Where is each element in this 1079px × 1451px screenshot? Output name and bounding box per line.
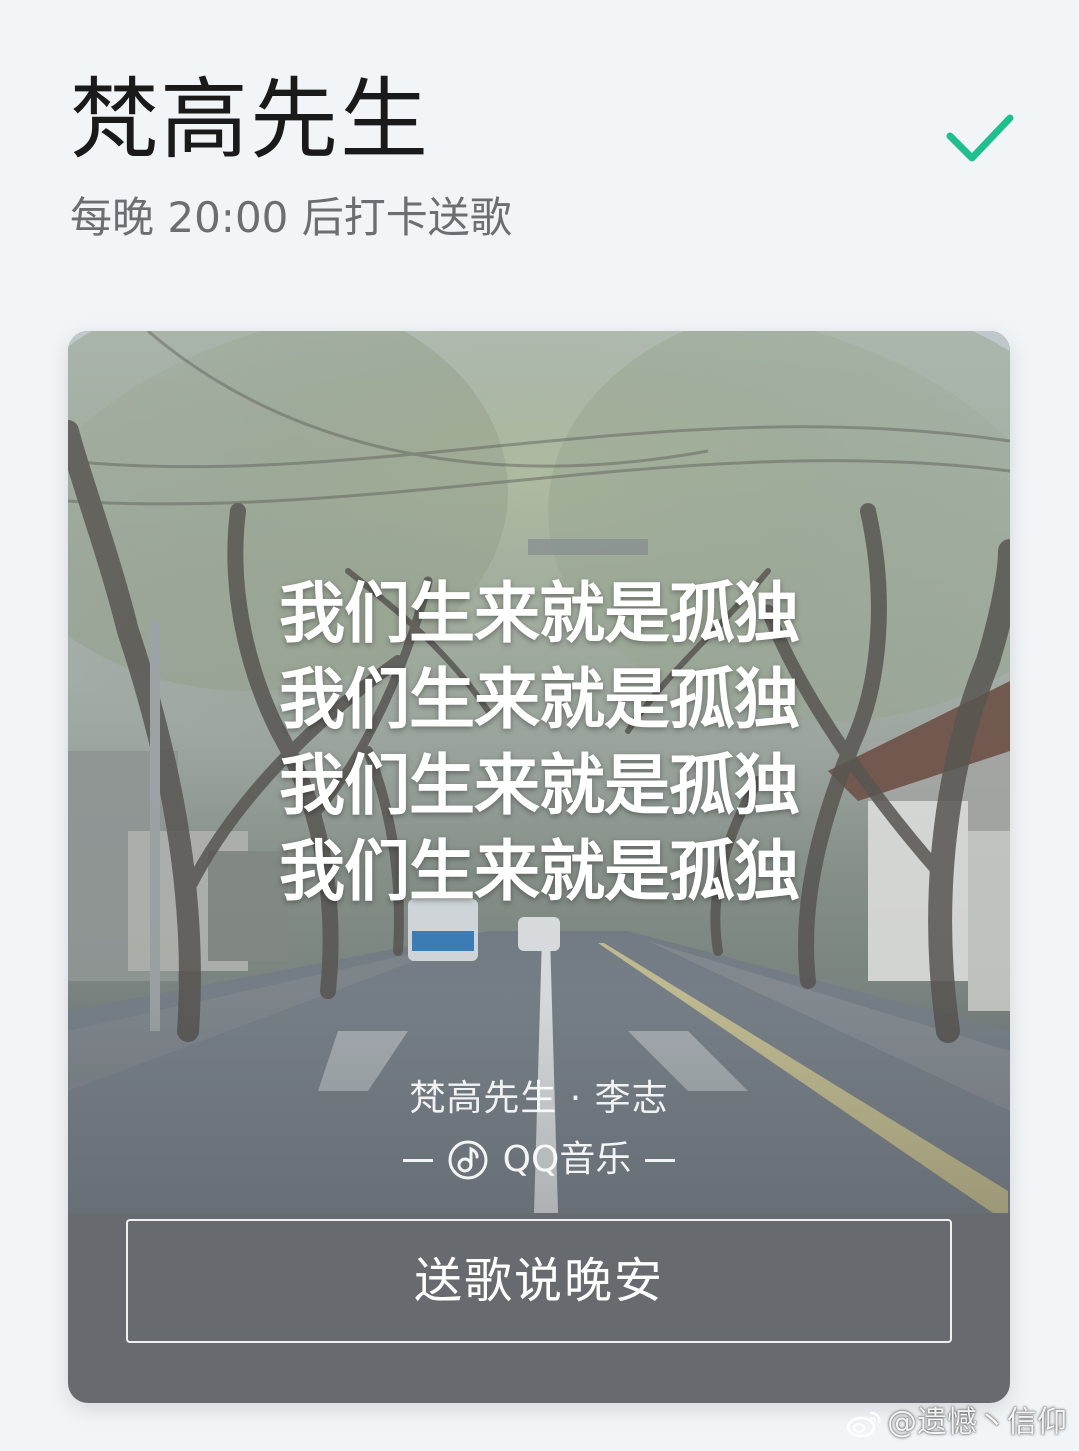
lyrics-block: 我们生来就是孤独 我们生来就是孤独 我们生来就是孤独 我们生来就是孤独	[68, 571, 1010, 915]
lyric-line: 我们生来就是孤独	[279, 575, 800, 652]
lyric-line: 我们生来就是孤独	[279, 747, 800, 824]
brand-dash-left	[402, 1158, 433, 1162]
street-scene-image	[68, 331, 1010, 1213]
brand-name: QQ音乐	[502, 1139, 632, 1180]
page-title: 梵高先生	[70, 68, 431, 171]
brand-dash-right	[645, 1158, 676, 1162]
lyric-line: 我们生来就是孤独	[279, 661, 800, 738]
qq-music-logo-icon	[448, 1140, 488, 1180]
song-credit: 梵高先生 · 李志	[409, 1078, 669, 1119]
weibo-icon	[846, 1411, 881, 1438]
page-subtitle: 每晚 20:00 后打卡送歌	[70, 193, 512, 242]
lyric-line: 我们生来就是孤独	[279, 833, 800, 910]
send-song-goodnight-button[interactable]: 送歌说晚安	[126, 1219, 952, 1343]
song-card: 我们生来就是孤独 我们生来就是孤独 我们生来就是孤独 我们生来就是孤独 梵高先生…	[68, 331, 1010, 1403]
song-cover-image: 我们生来就是孤独 我们生来就是孤独 我们生来就是孤独 我们生来就是孤独 梵高先生…	[68, 331, 1010, 1213]
weibo-watermark: @遗憾丶信仰	[845, 1403, 1067, 1443]
brand-row: QQ音乐	[68, 1135, 1010, 1185]
checkmark-icon[interactable]	[944, 108, 1016, 168]
watermark-text: @遗憾丶信仰	[887, 1405, 1067, 1440]
